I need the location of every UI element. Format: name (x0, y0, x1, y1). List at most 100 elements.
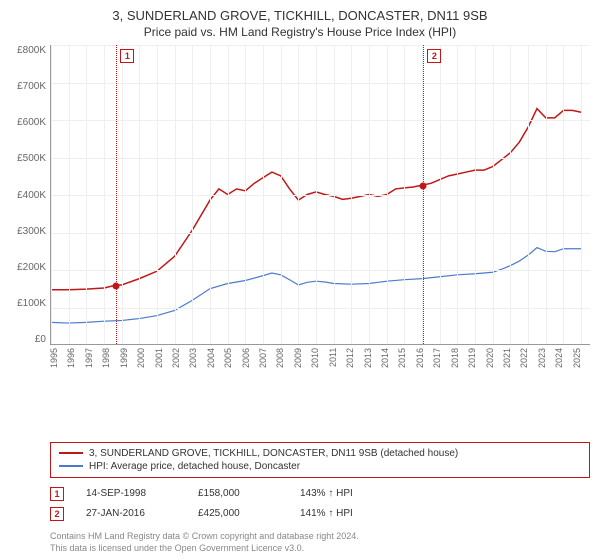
gridline-v (281, 45, 282, 344)
sale-number-box: 1 (50, 487, 64, 501)
x-tick-label: 2009 (294, 348, 311, 379)
gridline-v (493, 45, 494, 344)
chart-plot-area: 12 (50, 45, 590, 345)
x-tick-label: 2015 (398, 348, 415, 379)
event-vline (116, 45, 117, 344)
gridline-v (139, 45, 140, 344)
gridline-v (387, 45, 388, 344)
x-tick-label: 1998 (102, 348, 119, 379)
x-tick-label: 1997 (85, 348, 102, 379)
event-marker (420, 182, 427, 189)
footer-line-2: This data is licensed under the Open Gov… (50, 542, 590, 554)
gridline-v (245, 45, 246, 344)
sales-table: 114-SEP-1998£158,000143% ↑ HPI227-JAN-20… (50, 484, 590, 524)
gridline-v (546, 45, 547, 344)
gridline-v (369, 45, 370, 344)
y-tick-label: £800K (17, 45, 46, 56)
gridline-v (298, 45, 299, 344)
gridline-h (51, 158, 590, 159)
page-container: 3, SUNDERLAND GROVE, TICKHILL, DONCASTER… (0, 0, 600, 560)
x-tick-label: 2020 (486, 348, 503, 379)
gridline-v (440, 45, 441, 344)
legend-box: 3, SUNDERLAND GROVE, TICKHILL, DONCASTER… (50, 442, 590, 478)
x-tick-label: 2006 (242, 348, 259, 379)
sale-date: 14-SEP-1998 (86, 488, 176, 499)
event-number-box: 1 (120, 49, 134, 63)
gridline-v (510, 45, 511, 344)
gridline-v (104, 45, 105, 344)
gridline-v (404, 45, 405, 344)
sale-relative-hpi: 141% ↑ HPI (300, 508, 390, 519)
legend-row: 3, SUNDERLAND GROVE, TICKHILL, DONCASTER… (59, 447, 581, 460)
gridline-v (581, 45, 582, 344)
gridline-h (51, 233, 590, 234)
x-tick-label: 2017 (433, 348, 450, 379)
x-tick-label: 2018 (451, 348, 468, 379)
gridline-v (69, 45, 70, 344)
x-tick-label: 2022 (520, 348, 537, 379)
title-block: 3, SUNDERLAND GROVE, TICKHILL, DONCASTER… (10, 8, 590, 39)
footer-line-1: Contains HM Land Registry data © Crown c… (50, 530, 590, 542)
gridline-v (228, 45, 229, 344)
x-tick-label: 2008 (276, 348, 293, 379)
x-tick-label: 2013 (364, 348, 381, 379)
x-tick-label: 2024 (555, 348, 572, 379)
y-tick-label: £400K (17, 190, 46, 201)
sale-date: 27-JAN-2016 (86, 508, 176, 519)
sale-row: 114-SEP-1998£158,000143% ↑ HPI (50, 484, 590, 504)
gridline-v (86, 45, 87, 344)
gridline-v (122, 45, 123, 344)
gridline-v (210, 45, 211, 344)
event-marker (113, 282, 120, 289)
gridline-h (51, 308, 590, 309)
x-tick-label: 2002 (172, 348, 189, 379)
x-tick-label: 1996 (67, 348, 84, 379)
gridline-v (157, 45, 158, 344)
x-axis: 1995199619971998199920002001200220032004… (50, 345, 590, 379)
page-title: 3, SUNDERLAND GROVE, TICKHILL, DONCASTER… (10, 8, 590, 23)
y-tick-label: £100K (17, 298, 46, 309)
gridline-v (263, 45, 264, 344)
event-vline (423, 45, 424, 344)
gridline-v (563, 45, 564, 344)
sale-row: 227-JAN-2016£425,000141% ↑ HPI (50, 504, 590, 524)
legend-label: HPI: Average price, detached house, Donc… (89, 461, 300, 472)
y-tick-label: £200K (17, 262, 46, 273)
legend-swatch (59, 452, 83, 454)
gridline-v (528, 45, 529, 344)
gridline-h (51, 45, 590, 46)
x-tick-label: 2016 (416, 348, 433, 379)
legend-label: 3, SUNDERLAND GROVE, TICKHILL, DONCASTER… (89, 448, 458, 459)
gridline-v (475, 45, 476, 344)
x-tick-label: 2019 (468, 348, 485, 379)
y-tick-label: £600K (17, 117, 46, 128)
y-axis: £800K£700K£600K£500K£400K£300K£200K£100K… (10, 45, 50, 345)
x-tick-label: 2000 (137, 348, 154, 379)
x-tick-label: 2004 (207, 348, 224, 379)
gridline-h (51, 120, 590, 121)
x-tick-label: 1995 (50, 348, 67, 379)
x-tick-label: 2014 (381, 348, 398, 379)
x-tick-label: 2021 (503, 348, 520, 379)
sale-price: £425,000 (198, 508, 278, 519)
gridline-v (334, 45, 335, 344)
chart-row: £800K£700K£600K£500K£400K£300K£200K£100K… (10, 45, 590, 436)
page-subtitle: Price paid vs. HM Land Registry's House … (10, 25, 590, 39)
gridline-h (51, 83, 590, 84)
y-tick-label: £0 (35, 334, 46, 345)
event-number-box: 2 (427, 49, 441, 63)
x-tick-label: 2011 (329, 348, 346, 379)
y-tick-label: £700K (17, 81, 46, 92)
gridline-v (51, 45, 52, 344)
gridline-v (316, 45, 317, 344)
x-tick-label: 2005 (224, 348, 241, 379)
plot-wrap: 12 1995199619971998199920002001200220032… (50, 45, 590, 436)
x-tick-label: 1999 (120, 348, 137, 379)
gridline-v (175, 45, 176, 344)
y-tick-label: £300K (17, 226, 46, 237)
x-tick-label: 2003 (189, 348, 206, 379)
legend-swatch (59, 465, 83, 467)
gridline-v (192, 45, 193, 344)
x-tick-label: 2007 (259, 348, 276, 379)
x-tick-label: 2010 (311, 348, 328, 379)
